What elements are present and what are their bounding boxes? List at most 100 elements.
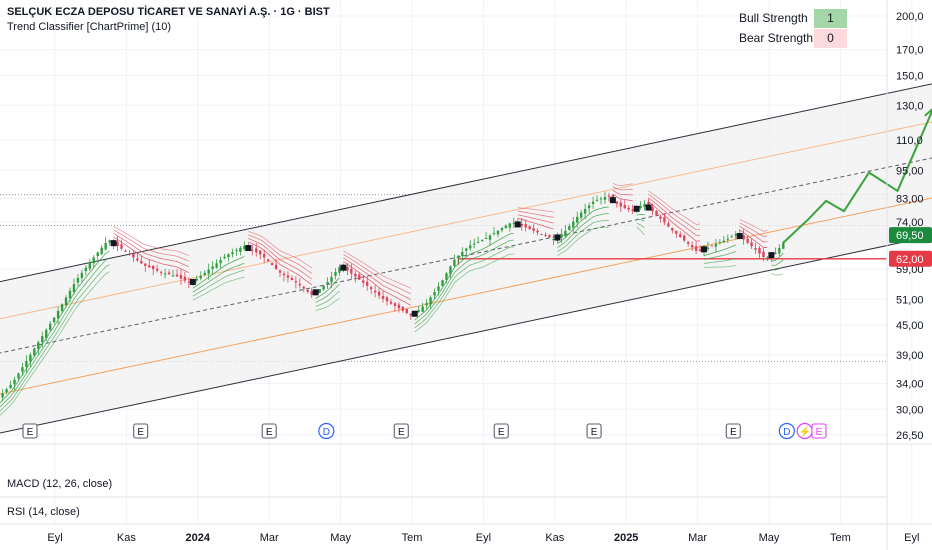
candle-body	[480, 240, 484, 242]
y-tick-label: 39,00	[896, 350, 924, 362]
earnings-marker[interactable]	[133, 423, 149, 439]
x-tick-label: May	[759, 532, 780, 544]
bull-trend-band	[0, 271, 110, 416]
candle-body	[223, 256, 226, 259]
candle-body	[322, 285, 325, 290]
candle-body	[1, 393, 4, 398]
event-marker-label: E	[398, 427, 405, 438]
earnings-marker[interactable]	[586, 423, 602, 439]
candle-body	[350, 269, 353, 274]
candle-body	[465, 248, 468, 251]
macd-pane-label[interactable]: MACD (12, 26, close)	[7, 478, 113, 490]
candle-body	[326, 282, 329, 285]
earnings-marker[interactable]	[261, 423, 277, 439]
bull-trend-band	[315, 290, 340, 307]
candle-body	[722, 240, 726, 243]
bull-trend-band	[315, 284, 340, 303]
candle-body	[718, 242, 722, 244]
bull-trend-band	[0, 257, 110, 408]
bull-trend-band	[414, 246, 514, 329]
earnings-marker[interactable]	[393, 423, 409, 439]
projection-arrowhead	[924, 108, 932, 117]
bear-trend-band	[343, 257, 411, 300]
bull-trend-band	[315, 277, 340, 299]
bear-trend-band	[612, 190, 633, 196]
candle-body	[615, 201, 619, 204]
candle-body	[714, 244, 718, 247]
candle-body	[282, 273, 286, 276]
candle-body	[5, 389, 8, 393]
x-tick-label: 2024	[186, 532, 211, 544]
candle-body	[560, 234, 563, 238]
candle-body	[552, 239, 555, 241]
channel-lower-inner-line	[0, 197, 932, 395]
dividend-marker[interactable]	[318, 422, 335, 440]
bear-strength-value: 0	[814, 29, 847, 48]
rsi-pane-label[interactable]: RSI (14, close)	[7, 506, 80, 518]
candle-body	[159, 271, 163, 273]
candle-body	[694, 246, 698, 251]
candle-body	[671, 227, 674, 231]
y-tick-label: 51,00	[896, 294, 924, 306]
x-tick-label: Eyl	[47, 532, 62, 544]
bull-trend-band	[192, 276, 245, 301]
earnings-marker[interactable]	[493, 423, 509, 439]
candle-body	[128, 253, 131, 255]
candle-body	[417, 310, 420, 312]
trend-switch-marker	[736, 233, 743, 240]
trend-switch-marker	[245, 245, 252, 252]
candle-body	[270, 262, 274, 266]
candle-body	[33, 348, 36, 356]
x-tick-label: 2025	[614, 532, 638, 544]
x-tick-label: Tem	[402, 532, 423, 544]
bear-trend-band	[343, 254, 411, 295]
bear-trend-band	[517, 217, 554, 230]
bull-trend-band	[557, 219, 609, 252]
candle-body	[330, 277, 333, 283]
earnings-marker[interactable]	[22, 423, 38, 439]
x-tick-label: Kas	[117, 532, 136, 544]
candle-body	[512, 222, 516, 224]
event-markers[interactable]: E E E D E E E E D ⚡ E	[22, 422, 827, 440]
candle-body	[286, 275, 290, 278]
x-tick-label: Mar	[688, 532, 707, 544]
trend-switch-marker	[701, 246, 708, 253]
candle-body	[56, 310, 60, 319]
bull-trend-band	[703, 258, 736, 264]
dividend-marker[interactable]	[778, 422, 795, 440]
candle-body	[373, 290, 377, 293]
x-tick-label: Tem	[830, 532, 851, 544]
candle-body	[187, 281, 191, 283]
candle-body	[564, 230, 567, 237]
candle-body	[76, 277, 80, 283]
trend-bands	[0, 183, 784, 416]
candle-body	[730, 236, 733, 238]
x-tick-label: Mar	[260, 532, 279, 544]
y-tick-label: 45,00	[896, 320, 924, 332]
bull-trend-band	[636, 222, 645, 229]
x-tick-label: Eyl	[904, 532, 919, 544]
candle-body	[120, 244, 123, 249]
candle-body	[338, 267, 341, 273]
channel-upper-inner-line	[0, 121, 932, 320]
symbol-title[interactable]: SELÇUK ECZA DEPOSU TİCARET VE SANAYİ A.Ş…	[7, 6, 330, 18]
x-tick-label: Kas	[545, 532, 564, 544]
candle-body	[655, 210, 658, 215]
candle-body	[762, 251, 765, 258]
candle-body	[488, 235, 492, 240]
earnings-marker[interactable]	[811, 423, 827, 439]
last-price-badge	[889, 227, 932, 244]
earnings-marker[interactable]	[725, 423, 741, 439]
bull-trend-band	[557, 226, 609, 256]
indicator-label[interactable]: Trend Classifier [ChartPrime] (10)	[7, 21, 172, 33]
x-tick-label: May	[330, 532, 351, 544]
y-tick-label: 83,00	[896, 193, 924, 205]
candle-body	[643, 203, 646, 207]
channel-upper-line	[0, 83, 932, 283]
candle-body	[437, 286, 440, 291]
last-price-label: 69,50	[896, 230, 924, 242]
y-tick-label: 26,50	[896, 430, 924, 442]
bull-trend-band	[636, 226, 645, 236]
candle-body	[579, 212, 583, 218]
